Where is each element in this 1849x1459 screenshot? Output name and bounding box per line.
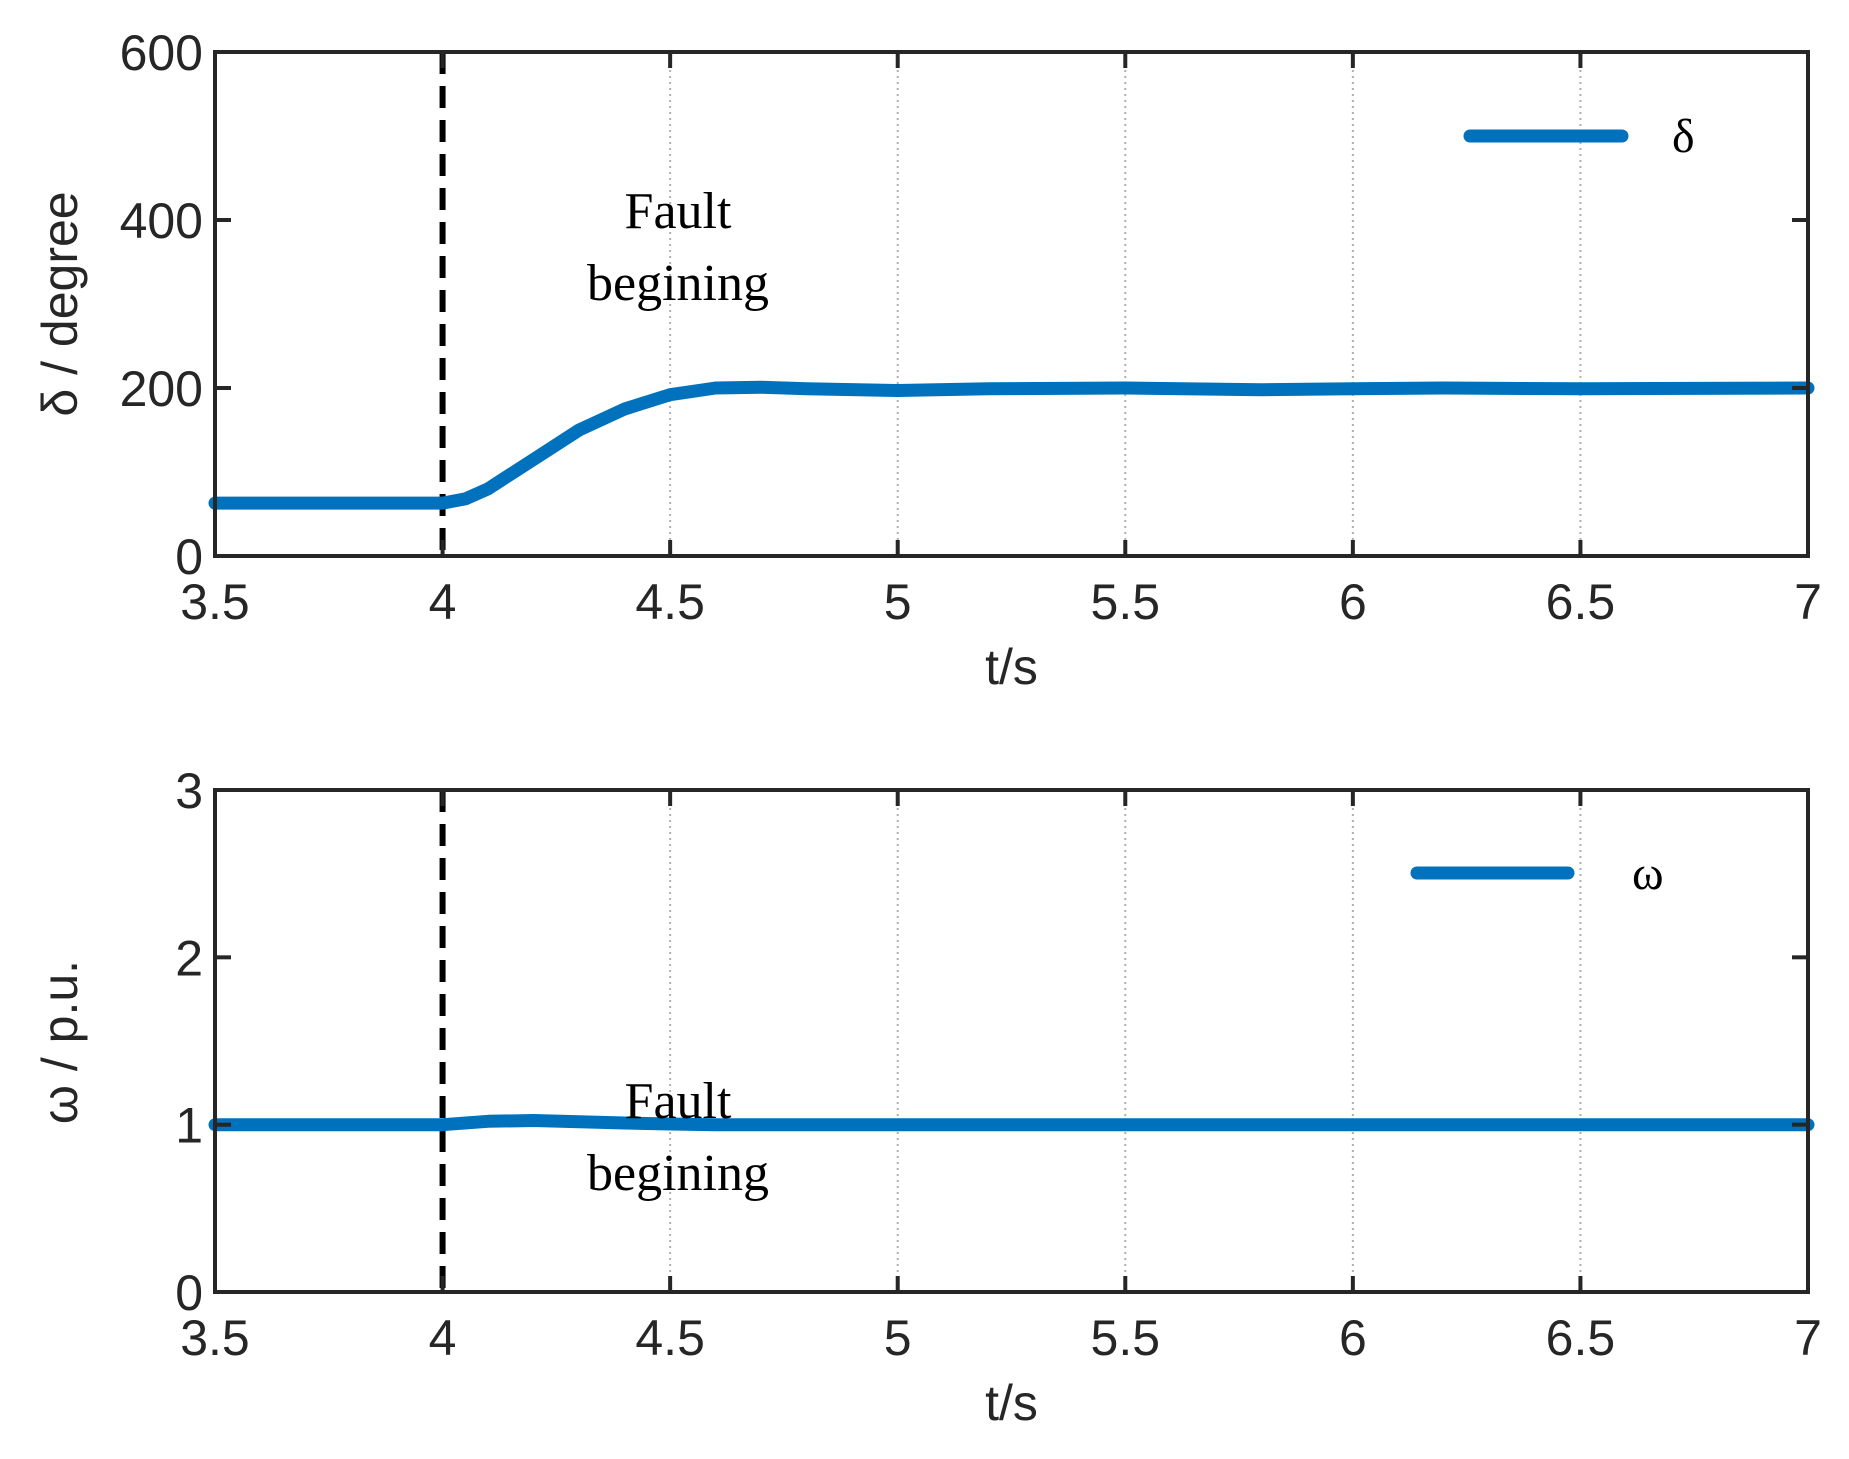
x-tick-label: 3.5: [180, 574, 250, 630]
x-tick-label: 5.5: [1091, 1310, 1161, 1366]
annotation-line-1: Fault: [625, 1073, 732, 1130]
y-tick-label: 2: [175, 930, 203, 986]
annotation-line-2: begining: [587, 1145, 769, 1202]
legend-label: ω: [1632, 847, 1664, 900]
y-tick-label: 200: [120, 361, 203, 417]
x-tick-label: 7: [1794, 1310, 1822, 1366]
legend: δ: [1463, 110, 1695, 163]
x-tick-label: 7: [1794, 574, 1822, 630]
x-tick-label: 5.5: [1091, 574, 1161, 630]
x-tick-label: 5: [884, 1310, 912, 1366]
x-tick-label: 4: [429, 574, 457, 630]
chart-panel-2: 3.5 4 4.5 5 5.5 6 6.5 7 0 1 2 3 t/s ω / p.u. Fault begi…: [32, 763, 1822, 1431]
plot-area: [215, 52, 1808, 556]
x-tick-label: 4: [429, 1310, 457, 1366]
y-tick-label: 0: [175, 1265, 203, 1321]
y-tick-label: 600: [120, 25, 203, 81]
y-tick-label: 1: [175, 1098, 203, 1154]
y-tick-label: 0: [175, 529, 203, 585]
x-tick-label: 6.5: [1546, 1310, 1616, 1366]
axes-box: [213, 50, 1810, 558]
legend-label: δ: [1672, 110, 1695, 163]
x-tick-label: 6.5: [1546, 574, 1616, 630]
x-axis-label: t/s: [985, 639, 1038, 695]
x-tick-label: 4.5: [635, 574, 705, 630]
y-axis-label: ω / p.u.: [32, 960, 88, 1124]
plot-area: [215, 790, 1808, 1292]
annotation-line-1: Fault: [625, 183, 732, 240]
y-tick-label: 3: [175, 763, 203, 819]
x-tick-label: 6: [1339, 1310, 1367, 1366]
x-tick-label: 6: [1339, 574, 1367, 630]
series-line-1: [208, 1114, 1815, 1132]
legend: ω: [1410, 847, 1664, 900]
annotation-line-2: begining: [587, 255, 769, 312]
y-axis-label: δ / degree: [32, 191, 88, 416]
x-tick-label: 3.5: [180, 1310, 250, 1366]
x-tick-label: 5: [884, 574, 912, 630]
axes-box: [213, 788, 1810, 1294]
chart-panel-1: 3.5 4 4.5 5 5.5 6 6.5 7 0 200 400 600 t/s δ / degree F…: [32, 25, 1822, 695]
x-tick-label: 4.5: [635, 1310, 705, 1366]
series-line-1: [208, 380, 1815, 510]
x-axis-label: t/s: [985, 1375, 1038, 1431]
y-tick-label: 400: [120, 193, 203, 249]
